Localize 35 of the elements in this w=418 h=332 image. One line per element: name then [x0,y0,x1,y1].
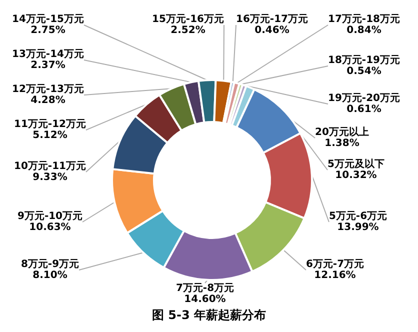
slice-label: 12万元-13万元 [12,83,84,95]
data-label: 8.10% [32,270,68,281]
slice-label: 11万元-12万元 [14,118,86,130]
data-label: 0.84% [346,25,382,36]
data-label: 1.38% [324,138,360,149]
data-label: 2.37% [30,60,66,71]
slice-label: 19万元-20万元 [328,92,400,104]
slice-label: 6万元-7万元 [306,258,364,270]
data-label: 0.54% [346,66,382,77]
slice-label: 16万元-17万元 [236,13,308,25]
slice-label: 5万元-6万元 [328,210,388,222]
slice-label: 15万元-16万元 [152,13,224,25]
slice-label: 13万元-14万元 [12,48,84,60]
data-label: 14.60% [184,294,226,305]
data-label: 12.16% [314,270,356,281]
text: 图 5-3 年薪起薪分布 [152,308,266,322]
data-label: 5.12% [32,130,68,141]
slice-label: 5万元及以下 [328,158,384,170]
data-label: 4.28% [30,95,66,106]
slice-label: 7万元-8万元 [176,282,234,294]
slice-label: 9万元-10万元 [17,210,83,222]
data-label: 13.99% [337,222,379,233]
data-label: 2.52% [170,25,206,36]
slice-label: 8万元-9万元 [20,258,80,270]
data-label: 0.46% [254,25,290,36]
slice-label: 10万元-11万元 [14,160,86,172]
slice-label: 17万元-18万元 [328,13,400,25]
data-label: 10.63% [29,222,71,233]
slice-label: 20万元以上 [315,126,369,138]
data-label: 2.75% [30,25,66,36]
slice-label: 18万元-19万元 [328,54,400,66]
data-label: 10.32% [335,170,377,181]
data-label: 9.33% [32,172,68,183]
data-label: 0.61% [346,104,382,115]
slice-label: 14万元-15万元 [12,13,84,25]
